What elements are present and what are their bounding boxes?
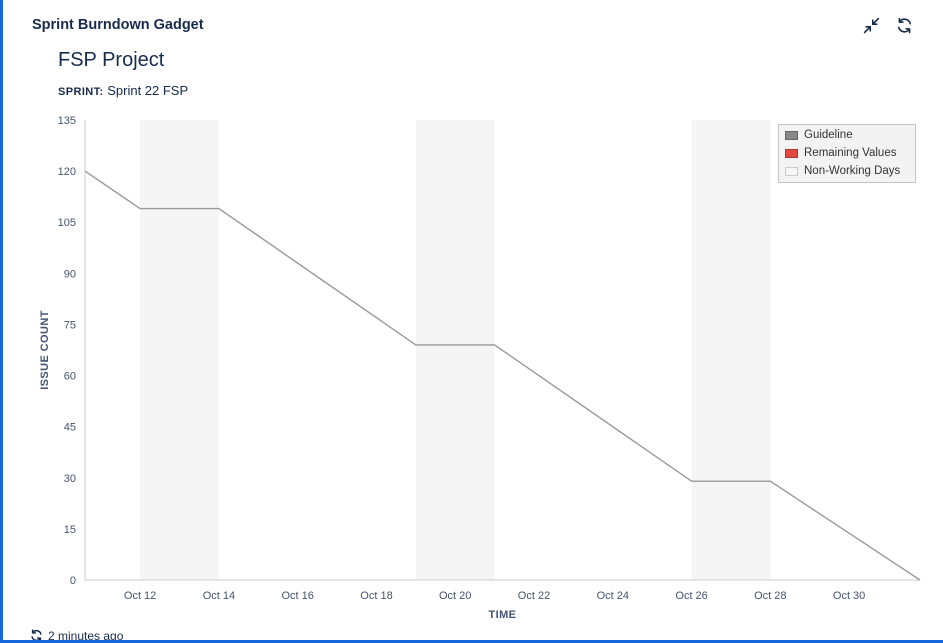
sprint-value: Sprint 22 FSP [107, 83, 189, 98]
y-axis-title: ISSUE COUNT [39, 310, 51, 390]
x-tick-label: Oct 14 [203, 590, 235, 602]
y-tick-label: 45 [64, 422, 76, 434]
non-working-day-band [415, 120, 495, 580]
last-updated-text: 2 minutes ago [48, 628, 124, 643]
y-tick-label: 90 [64, 268, 76, 280]
legend-swatch [785, 149, 798, 158]
x-tick-label: Oct 12 [124, 590, 156, 602]
burndown-chart-svg: 0 15 30 45 60 75 90 105 120 135 Oct 12 Oct 14 Oct 16… [39, 115, 921, 621]
x-tick-label: Oct 18 [360, 590, 392, 602]
gadget-bottom-border [0, 640, 943, 643]
gadget-actions [861, 15, 915, 36]
legend-item: Non-Working Days [785, 164, 909, 179]
x-tick-label: Oct 22 [518, 590, 550, 602]
y-tick-label: 135 [58, 115, 76, 127]
legend-item: Guideline [785, 128, 909, 143]
gadget-header: Sprint Burndown Gadget [32, 12, 915, 38]
x-tick-label: Oct 30 [833, 590, 865, 602]
y-tick-label: 15 [64, 524, 76, 536]
y-tick-label: 105 [58, 217, 76, 229]
y-tick-label: 120 [58, 166, 76, 178]
sprint-label: SPRINT: [58, 86, 104, 98]
y-tick-label: 60 [64, 371, 76, 383]
x-tick-label: Oct 28 [754, 590, 786, 602]
legend-swatch [785, 131, 798, 140]
x-tick-label: Oct 20 [439, 590, 471, 602]
y-tick-label: 30 [64, 473, 76, 485]
legend-swatch [785, 167, 798, 176]
burndown-chart: 0 15 30 45 60 75 90 105 120 135 Oct 12 Oct 14 Oct 16… [0, 110, 943, 628]
guideline-series [84, 170, 921, 581]
legend-label: Guideline [804, 129, 853, 141]
x-axis-title: TIME [489, 609, 517, 621]
sprint-line: SPRINT: Sprint 22 FSP [58, 83, 188, 98]
x-tick-label: Oct 24 [597, 590, 629, 602]
chart-legend: Guideline Remaining Values Non-Working Day… [778, 124, 916, 183]
non-working-day-band [140, 120, 219, 580]
y-tick-label: 0 [70, 575, 76, 587]
refresh-icon [896, 17, 913, 37]
x-tick-label: Oct 16 [281, 590, 313, 602]
minimize-gadget-button[interactable] [861, 15, 882, 36]
gadget-left-border [0, 0, 3, 643]
y-tick-label: 75 [64, 319, 76, 331]
gadget-title: Sprint Burndown Gadget [32, 17, 204, 33]
refresh-gadget-button[interactable] [894, 15, 915, 36]
project-title: FSP Project [58, 49, 165, 71]
x-tick-label: Oct 26 [675, 590, 707, 602]
legend-label: Remaining Values [804, 147, 897, 159]
non-working-day-band [691, 120, 771, 580]
gadget-footer: 2 minutes ago [30, 628, 123, 643]
legend-label: Non-Working Days [804, 165, 901, 177]
minimize-icon [863, 17, 880, 37]
legend-item: Remaining Values [785, 146, 909, 161]
